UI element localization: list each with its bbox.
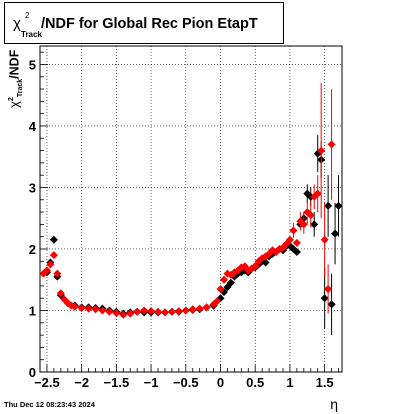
data-point-red [119,310,128,319]
title-chi-symbol: χ [13,15,21,32]
data-point-black [331,229,340,238]
y-axis-label: χ2Track/NDF [6,50,24,108]
x-tick-label: −0.5 [173,375,199,390]
data-point-red [98,306,107,315]
data-point-red [299,220,308,229]
data-point-red [188,305,197,314]
data-point-red [46,260,55,269]
data-point-red [327,140,336,149]
data-point-red [181,306,190,315]
data-point-red [174,307,183,316]
data-point-red [91,305,100,314]
y-label-sup: 2 [8,97,16,102]
data-point-black [324,201,333,210]
data-point-red [42,266,51,275]
data-point-red [167,307,176,316]
data-point-red [216,284,225,293]
y-tick-label: 5 [29,57,36,72]
y-tick-label: 1 [29,303,36,318]
y-tick-label: 3 [29,180,36,195]
data-point-black [320,294,329,303]
data-point-red [317,146,326,155]
y-label-text: /NDF [7,49,22,79]
data-point-red [160,308,169,317]
data-point-red [147,307,156,316]
data-point-red [56,289,65,298]
y-label-sub: Track [16,78,24,98]
y-tick-label: 4 [29,119,37,134]
x-tick-label: 0.5 [246,375,264,390]
data-point-red [53,269,62,278]
data-point-red [154,307,163,316]
y-tick-label: 2 [29,242,36,257]
data-point-red [140,306,149,315]
data-point-red [251,262,260,271]
x-tick-label: 0 [217,375,224,390]
data-point-black [310,220,319,229]
x-tick-label: −2 [74,375,89,390]
x-tick-label: 1.5 [316,375,334,390]
data-point-red [105,307,114,316]
data-point-red [133,307,142,316]
y-label-chi: χ [6,101,22,108]
y-tick-label: 0 [29,365,36,380]
data-point-red [195,304,204,313]
data-point-black [327,300,336,309]
timestamp-footer: Thu Dec 12 08:23:43 2024 [4,400,95,409]
data-point-red [306,211,315,220]
data-point-red [285,235,294,244]
data-point-red [219,275,228,284]
data-point-red [313,189,322,198]
data-point-black [226,278,235,287]
data-point-red [320,235,329,244]
data-point-red [70,302,79,311]
x-tick-label: −2.5 [34,375,60,390]
data-point-red [126,309,135,318]
title-subscript: Track [21,30,42,39]
data-point-red [112,308,121,317]
data-point-red [49,251,58,260]
data-point-black [292,248,301,257]
x-axis-label: η [330,396,338,412]
plot-frame [39,45,343,373]
data-point-red [324,284,333,293]
x-tick-label: −1.5 [104,375,130,390]
data-point-red [261,252,270,261]
data-point-red [77,304,86,313]
data-point-black [49,235,58,244]
title-superscript: 2 [25,11,30,20]
chart-title: /NDF for Global Rec Pion EtapT [41,16,258,32]
data-point-red [292,238,301,247]
data-point-red [84,304,93,313]
chart-title-box: χ 2 Track /NDF for Global Rec Pion EtapT [4,2,284,44]
data-point-black [334,201,343,210]
data-point-red [213,297,222,306]
x-tick-label: −1 [144,375,159,390]
data-point-red [202,303,211,312]
data-point-red [289,226,298,235]
x-tick-label: 1 [286,375,293,390]
